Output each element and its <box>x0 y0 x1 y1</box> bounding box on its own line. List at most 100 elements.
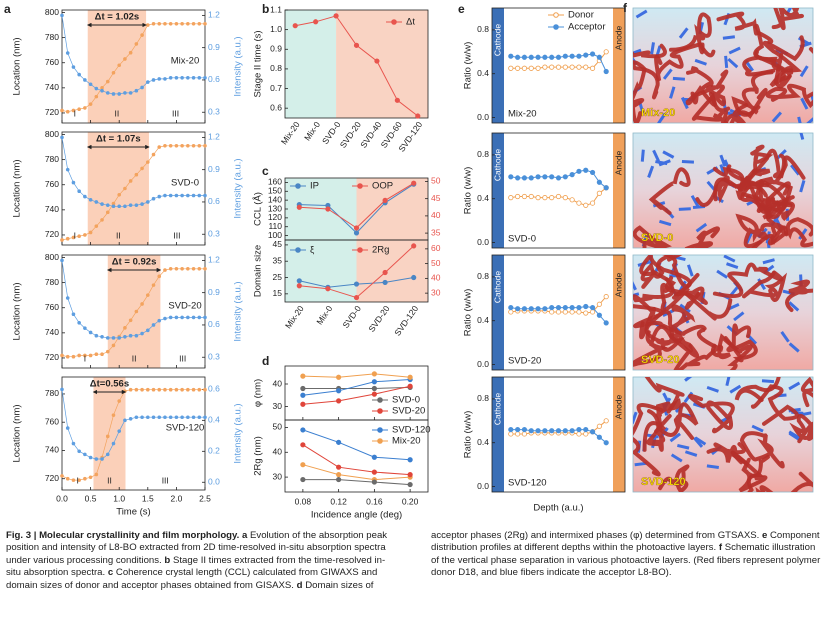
data-point <box>197 315 202 320</box>
data-point <box>521 54 528 60</box>
data-point <box>151 283 156 287</box>
data-point <box>157 22 162 26</box>
axis-label: φ (nm) <box>253 379 264 407</box>
data-point <box>521 426 528 433</box>
y-tick-label: 100 <box>268 230 282 240</box>
data-point <box>542 428 548 434</box>
data-point <box>371 385 377 392</box>
data-point <box>100 218 104 222</box>
data-point <box>94 472 99 477</box>
y-tick-label: 720 <box>45 473 59 483</box>
data-point <box>65 426 70 430</box>
data-point <box>94 224 99 228</box>
phase-label: III <box>172 108 179 118</box>
data-point <box>65 354 70 359</box>
acceptor-fiber <box>788 301 800 312</box>
data-point <box>528 175 534 181</box>
data-point <box>123 334 127 339</box>
data-point <box>128 333 133 338</box>
data-point <box>576 64 582 70</box>
x-tick-label: SVD-120 <box>392 303 420 337</box>
legend-marker <box>377 408 383 414</box>
donor-fiber <box>712 262 784 299</box>
data-point <box>168 144 173 148</box>
caption: Fig. 3 | Molecular crystallinity and fil… <box>6 530 822 616</box>
data-point <box>535 306 541 312</box>
data-point <box>88 455 93 460</box>
acceptor-fiber <box>798 133 805 140</box>
x-tick-label: 1.5 <box>142 493 154 503</box>
sample-label: SVD-120 <box>508 478 547 489</box>
data-point <box>596 434 602 440</box>
data-point <box>157 145 162 149</box>
data-point <box>555 309 562 315</box>
y-tick-label: 30 <box>273 401 283 411</box>
sample-label: SVD-20 <box>508 356 541 367</box>
acceptor-fiber <box>788 431 801 441</box>
data-point <box>140 415 144 420</box>
data-point <box>151 323 156 327</box>
y-tick-label: 1.2 <box>208 255 220 265</box>
x-tick-label: 2.0 <box>170 493 182 503</box>
plot-frame <box>491 7 626 124</box>
y-tick-label: 780 <box>45 277 59 287</box>
donor-fiber <box>713 177 791 220</box>
data-point <box>163 316 167 321</box>
y-tick-label: 800 <box>45 252 59 262</box>
data-point <box>589 200 596 206</box>
data-point <box>603 185 609 191</box>
data-point <box>603 320 609 326</box>
acceptor-fiber <box>724 55 729 68</box>
data-point <box>123 418 127 423</box>
cathode-label: Cathode <box>492 393 502 425</box>
plot-frame <box>61 376 206 491</box>
data-point <box>186 76 190 80</box>
data-point <box>151 415 156 420</box>
data-point <box>353 42 360 48</box>
x-tick-label: SVD-0 <box>340 303 363 329</box>
acceptor-fiber <box>694 58 707 66</box>
data-point <box>336 476 342 483</box>
data-point <box>88 82 93 87</box>
sample-label: Mix-20 <box>508 109 537 120</box>
y-tick-label: 740 <box>45 82 59 92</box>
data-point <box>157 274 162 279</box>
data-point <box>134 333 139 338</box>
data-point <box>88 102 93 106</box>
data-point <box>83 326 87 330</box>
data-point <box>203 22 207 26</box>
data-point <box>111 413 116 417</box>
data-point <box>65 51 70 55</box>
data-point <box>134 172 139 177</box>
stage-span <box>87 10 147 123</box>
data-point <box>100 352 104 356</box>
data-point <box>180 387 184 392</box>
acceptor-fiber <box>803 117 813 123</box>
caption-text: Stage II times extracted from the time-r… <box>6 554 386 579</box>
data-point <box>300 442 306 448</box>
y-tick-label: 35 <box>273 255 283 265</box>
acceptor-fiber <box>706 464 720 470</box>
data-point <box>60 387 64 392</box>
data-point <box>411 243 417 249</box>
donor-fiber <box>735 213 769 248</box>
acceptor-fiber <box>635 9 648 19</box>
series-line <box>302 386 411 389</box>
data-point <box>186 387 190 392</box>
data-point <box>300 385 306 392</box>
donor-fiber <box>741 271 788 303</box>
data-point <box>562 53 568 59</box>
stage-span <box>87 132 149 245</box>
acceptor-fiber <box>678 27 689 39</box>
legend-marker <box>295 183 301 189</box>
data-point <box>151 78 156 82</box>
data-point <box>105 434 110 439</box>
data-point <box>157 318 162 323</box>
sample-label: SVD-120 <box>166 422 205 433</box>
phase-label: III <box>179 353 186 363</box>
data-point <box>589 429 596 435</box>
data-point <box>203 267 207 271</box>
schematic-fibers <box>633 133 813 248</box>
data-point <box>562 428 568 434</box>
y-tick-label: 0.4 <box>477 68 489 78</box>
